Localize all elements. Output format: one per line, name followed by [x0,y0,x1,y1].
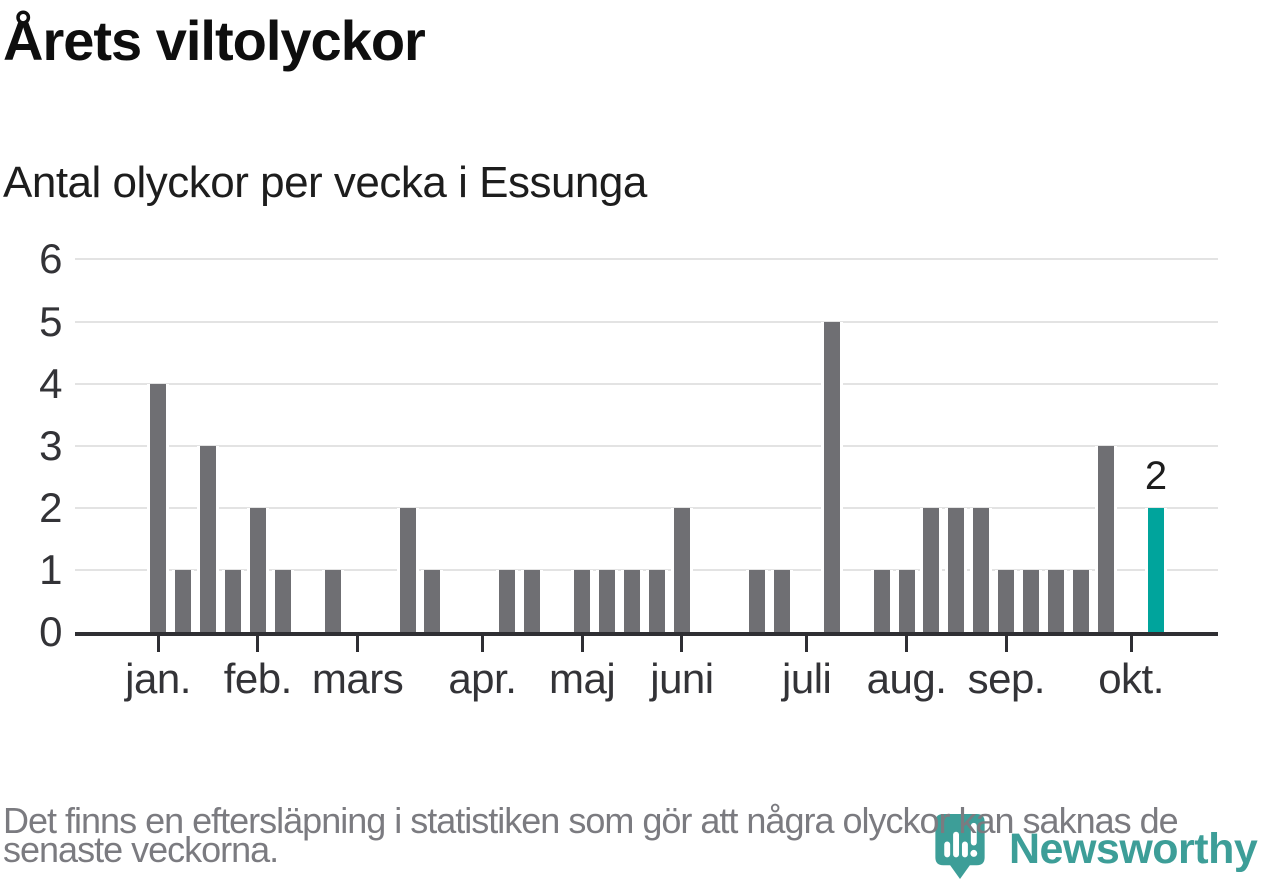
bar-week-37 [1045,569,1068,632]
bar-week-16 [521,569,544,632]
x-axis-label-apr.: apr. [448,655,517,702]
bar-week-41-highlight [1145,507,1167,632]
bar-week-15 [496,569,519,632]
bar-value-label: 2 [1144,453,1168,498]
y-axis-label-6: 6 [39,235,62,283]
x-axis-line [75,632,1218,636]
x-axis-tick-jan. [156,636,160,652]
y-axis-label-3: 3 [39,421,62,469]
y-axis-label-4: 4 [39,359,62,407]
x-axis-label-juli: juli [782,655,832,702]
x-axis-label-mars: mars [311,655,404,702]
bar-week-12 [421,569,444,632]
bar-week-25 [745,569,768,632]
x-axis-label-jan.: jan. [125,655,191,702]
y-axis-label-2: 2 [39,483,62,531]
grid-line-2 [75,506,1218,509]
y-axis-label-0: 0 [39,608,62,655]
bar-week-21 [646,569,668,632]
x-axis-tick-sep. [1004,636,1008,652]
y-axis-label-1: 1 [39,545,62,593]
x-axis-label-maj: maj [549,655,616,702]
grid-line-5 [75,320,1218,323]
x-axis-label-aug.: aug. [866,655,947,702]
chart-subtitle: Antal olyckor per vecka i Essunga [3,158,647,207]
bar-week-34 [970,507,993,632]
footer-note: Det finns en eftersläpning i statistiken… [3,800,1179,870]
bar-week-8 [321,569,344,632]
bar-week-28 [820,321,843,632]
y-axis-label-5: 5 [39,297,62,345]
x-axis-label-sep.: sep. [967,655,1046,702]
bar-week-38 [1070,569,1093,632]
x-axis-label-okt.: okt. [1098,655,1164,702]
bar-week-2 [171,569,194,632]
x-axis-tick-feb. [256,636,260,652]
x-axis-tick-juni [680,636,684,652]
bar-week-18 [571,569,594,632]
bar-week-35 [995,569,1018,632]
grid-line-4 [75,382,1218,385]
bar-week-20 [621,569,644,632]
grid-line-3 [75,444,1218,447]
bar-week-6 [271,569,294,632]
x-axis-label-feb.: feb. [223,655,293,702]
bar-week-26 [770,569,793,632]
x-axis-tick-okt. [1129,636,1133,652]
x-axis-tick-juli [805,636,809,652]
x-axis-tick-aug. [905,636,908,652]
bar-week-30 [870,569,893,632]
newsworthy-logo: Newsworthy [933,812,1258,879]
newsworthy-wordmark: Newsworthy [1009,825,1258,873]
x-axis-tick-apr. [480,636,484,652]
bar-week-31 [895,569,918,632]
bar-week-4 [221,569,244,632]
bar-week-3 [196,445,219,632]
x-axis-tick-maj [580,636,584,652]
bar-week-32 [920,507,943,632]
x-axis-tick-mars [356,636,360,652]
bar-week-1 [147,383,169,632]
x-axis-label-juni: juni [650,655,714,702]
bar-week-19 [596,569,619,632]
bar-week-11 [396,507,419,632]
bar-week-33 [945,507,968,632]
bar-week-5 [246,507,269,632]
grid-line-6 [75,258,1218,261]
bar-week-22 [670,507,693,632]
newsworthy-pin-barchart-icon [935,813,985,879]
bar-week-36 [1020,569,1043,632]
page-title: Årets viltolyckor [3,9,426,72]
bar-week-39 [1095,445,1118,632]
